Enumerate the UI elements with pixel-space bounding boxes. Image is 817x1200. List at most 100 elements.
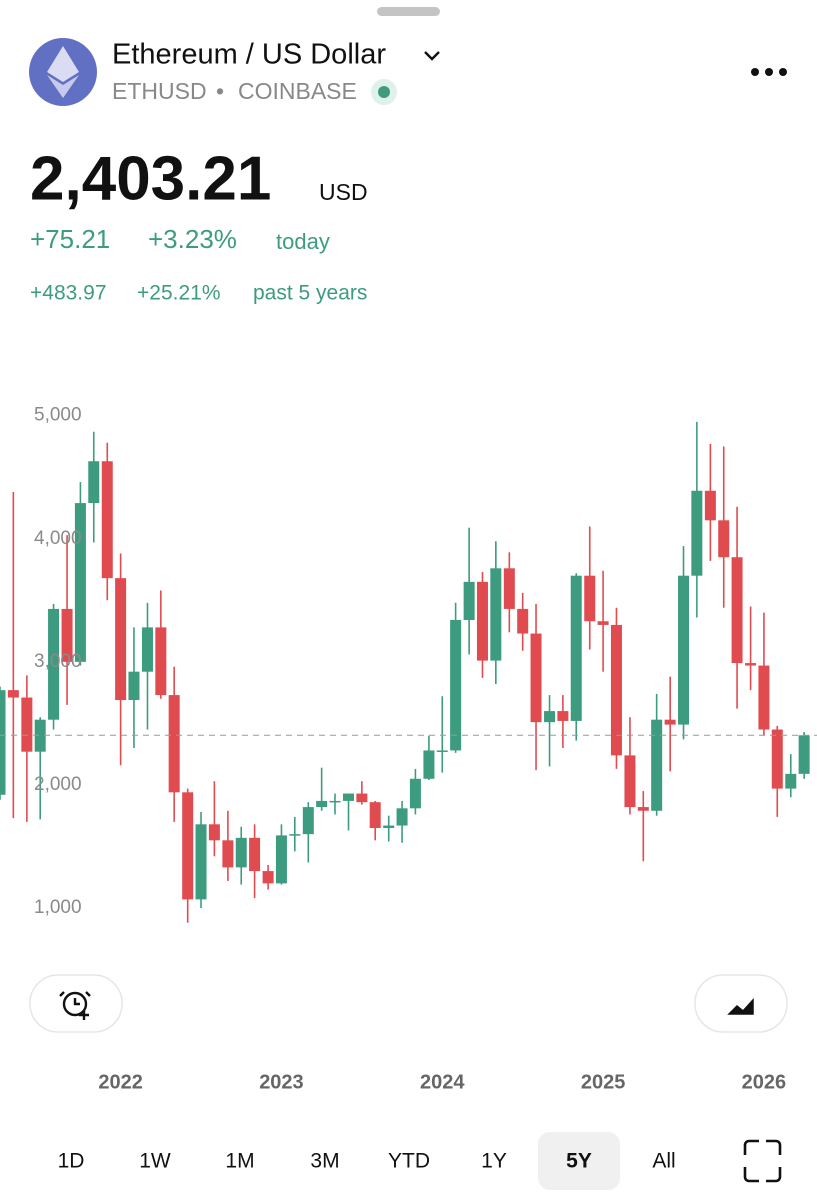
candle-body bbox=[396, 808, 408, 826]
change-today-pct: +3.23% bbox=[148, 224, 237, 254]
candle-body bbox=[557, 711, 569, 721]
candle-body bbox=[664, 719, 676, 725]
x-tick-label: 2024 bbox=[420, 1071, 465, 1093]
drag-handle[interactable] bbox=[377, 7, 440, 16]
candle-body bbox=[785, 773, 797, 789]
y-tick-label: 2,000 bbox=[34, 774, 82, 795]
candle-body bbox=[758, 665, 770, 730]
timeframe-button[interactable]: 1Y bbox=[481, 1150, 507, 1173]
candle-body bbox=[731, 557, 743, 664]
candle-body bbox=[356, 793, 368, 803]
candle-body bbox=[74, 503, 86, 662]
candle-body bbox=[383, 825, 395, 828]
candle-body bbox=[128, 671, 140, 700]
candle-body bbox=[88, 461, 100, 504]
candle-body bbox=[436, 750, 448, 752]
candle-body bbox=[34, 719, 46, 752]
period-label: past 5 years bbox=[253, 282, 367, 305]
market-status-dot bbox=[378, 86, 390, 98]
timeframe-button[interactable]: All bbox=[652, 1150, 675, 1173]
candle-body bbox=[7, 690, 19, 698]
candle-body bbox=[704, 490, 716, 521]
more-button[interactable] bbox=[751, 68, 787, 76]
candle-body bbox=[168, 695, 180, 793]
candle-body bbox=[343, 793, 355, 801]
candle-body bbox=[530, 633, 542, 723]
chart-style-icon bbox=[727, 998, 754, 1015]
fullscreen-button[interactable] bbox=[743, 1139, 782, 1183]
candle-body bbox=[369, 802, 381, 828]
candle-body bbox=[476, 581, 488, 661]
candle-body bbox=[235, 837, 247, 868]
title-dropdown[interactable] bbox=[424, 51, 440, 61]
candle-body bbox=[275, 835, 287, 884]
candle-body bbox=[423, 750, 435, 779]
candle-body bbox=[409, 778, 421, 809]
candle-body bbox=[141, 627, 153, 672]
symbol-title[interactable]: Ethereum / US Dollar bbox=[112, 39, 386, 71]
symbol-code: ETHUSD bbox=[112, 78, 207, 104]
timeframe-button[interactable]: 5Y bbox=[566, 1150, 592, 1173]
candle-body bbox=[691, 490, 703, 576]
candle-body bbox=[651, 719, 663, 811]
x-tick-label: 2022 bbox=[98, 1071, 143, 1093]
candle-body bbox=[155, 627, 167, 696]
candle-body bbox=[450, 620, 462, 751]
candle-body bbox=[21, 697, 33, 752]
today-label: today bbox=[276, 229, 330, 254]
y-tick-label: 4,000 bbox=[34, 528, 82, 549]
candle-body bbox=[463, 581, 475, 620]
timeframe-button[interactable]: 3M bbox=[310, 1150, 339, 1173]
x-tick-label: 2026 bbox=[742, 1071, 787, 1093]
candle-body bbox=[195, 824, 207, 900]
separator: • bbox=[216, 78, 224, 104]
change-period: +483.97 bbox=[30, 282, 107, 305]
timeframe-button[interactable]: YTD bbox=[388, 1150, 430, 1173]
candle-body bbox=[316, 800, 328, 808]
timeframe-button[interactable]: 1M bbox=[225, 1150, 254, 1173]
candle-body bbox=[115, 578, 127, 700]
candlestick-chart: 1,000 2,000 3,000 4,000 5,000 2022 2023 2024 202… bbox=[0, 405, 817, 1093]
coin-icon bbox=[29, 38, 97, 106]
candle-body bbox=[503, 568, 515, 609]
y-tick-label: 1,000 bbox=[34, 897, 82, 918]
candle-body bbox=[302, 807, 314, 835]
candle-body bbox=[61, 608, 73, 662]
candle-body bbox=[208, 824, 220, 841]
y-tick-label: 3,000 bbox=[34, 651, 82, 672]
selected-timeframe-bg bbox=[538, 1132, 620, 1190]
change-today: +75.21 bbox=[30, 224, 110, 254]
timeframe-button[interactable]: 1D bbox=[58, 1150, 85, 1173]
x-tick-label: 2023 bbox=[259, 1071, 304, 1093]
candle-body bbox=[637, 807, 649, 811]
price: 2,403.21 bbox=[30, 144, 271, 213]
x-tick-label: 2025 bbox=[581, 1071, 626, 1093]
candle-body bbox=[0, 690, 6, 795]
candle-body bbox=[544, 711, 556, 723]
exchange: COINBASE bbox=[238, 78, 357, 104]
candle-body bbox=[610, 624, 622, 756]
chart-style-button[interactable] bbox=[694, 974, 788, 1033]
y-tick-label: 5,000 bbox=[34, 405, 82, 426]
candle-body bbox=[490, 568, 502, 661]
candle-body bbox=[262, 871, 274, 884]
currency: USD bbox=[319, 179, 368, 205]
timeframe-button[interactable]: 1W bbox=[139, 1150, 171, 1173]
candle-body bbox=[798, 735, 810, 774]
candle-body bbox=[249, 837, 261, 872]
candle-body bbox=[517, 608, 529, 634]
candle-body bbox=[101, 461, 113, 579]
candle-body bbox=[329, 800, 341, 803]
candle-body bbox=[597, 621, 609, 625]
candle-body bbox=[289, 834, 301, 836]
change-period-pct: +25.21% bbox=[137, 282, 221, 305]
alert-icon bbox=[59, 991, 91, 1020]
candle-body bbox=[745, 663, 757, 666]
candle-body bbox=[678, 575, 690, 725]
candle-body bbox=[624, 755, 636, 808]
candle-body bbox=[222, 840, 234, 868]
timeframe-bar: 1D 1W 1M 3M YTD 1Y 5Y All bbox=[58, 1150, 676, 1173]
candle-body bbox=[182, 792, 194, 900]
